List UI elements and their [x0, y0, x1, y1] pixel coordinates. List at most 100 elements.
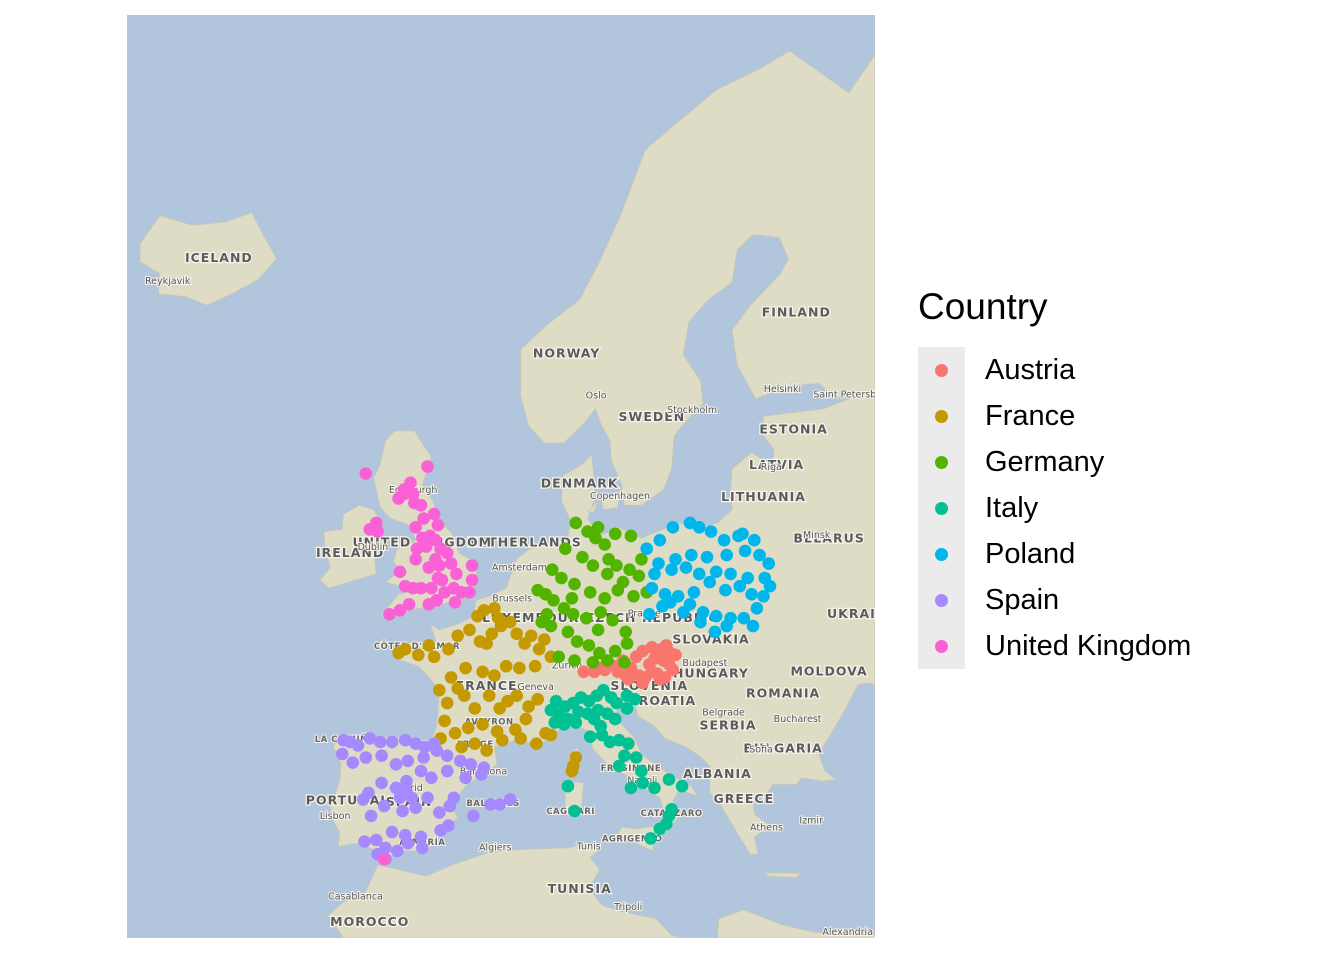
data-point[interactable] [440, 696, 454, 710]
data-point[interactable] [696, 606, 710, 619]
data-point[interactable] [645, 665, 659, 679]
data-point[interactable] [643, 608, 656, 621]
data-point[interactable] [393, 604, 407, 617]
data-point[interactable] [451, 682, 465, 695]
data-point[interactable] [532, 642, 546, 656]
data-point[interactable] [493, 798, 507, 811]
data-point[interactable] [628, 693, 642, 706]
data-point[interactable] [335, 747, 349, 761]
data-point[interactable] [568, 577, 581, 591]
data-point[interactable] [467, 809, 480, 823]
data-point[interactable] [624, 529, 638, 543]
data-point[interactable] [501, 694, 514, 708]
data-point[interactable] [431, 518, 445, 532]
data-point[interactable] [416, 841, 429, 855]
data-point[interactable] [762, 557, 775, 570]
data-point[interactable] [488, 669, 501, 682]
data-point[interactable] [580, 611, 593, 625]
data-point[interactable] [763, 579, 777, 593]
data-point[interactable] [459, 771, 472, 785]
data-point[interactable] [753, 548, 766, 562]
data-point[interactable] [741, 571, 754, 585]
data-point[interactable] [618, 656, 631, 669]
data-point[interactable] [374, 735, 387, 749]
data-point[interactable] [422, 639, 436, 652]
data-point[interactable] [602, 553, 615, 566]
data-point[interactable] [492, 611, 505, 625]
data-point[interactable] [427, 507, 441, 521]
data-point[interactable] [601, 654, 614, 667]
data-point[interactable] [644, 832, 657, 845]
data-point[interactable] [358, 835, 371, 848]
data-point[interactable] [402, 598, 416, 611]
data-point[interactable] [717, 533, 731, 547]
data-point[interactable] [444, 671, 458, 684]
data-point[interactable] [720, 619, 733, 633]
data-point[interactable] [565, 592, 579, 605]
data-point[interactable] [482, 689, 496, 702]
data-point[interactable] [393, 791, 407, 805]
data-point[interactable] [391, 844, 404, 858]
data-point[interactable] [622, 737, 635, 750]
data-point[interactable] [538, 633, 551, 646]
data-point[interactable] [435, 573, 449, 587]
data-point[interactable] [612, 759, 626, 773]
data-point[interactable] [488, 602, 501, 615]
data-point[interactable] [425, 771, 438, 785]
data-point[interactable] [737, 611, 751, 625]
data-point[interactable] [375, 776, 388, 790]
data-point[interactable] [576, 550, 589, 564]
data-point[interactable] [660, 639, 673, 652]
data-point[interactable] [451, 629, 465, 643]
data-point[interactable] [552, 650, 565, 664]
data-point[interactable] [440, 546, 454, 560]
data-point[interactable] [577, 665, 590, 679]
data-point[interactable] [645, 581, 659, 595]
data-point[interactable] [510, 689, 523, 702]
data-point[interactable] [430, 744, 444, 757]
map-panel[interactable]: ICELAND NORWAY SWEDEN FINLAND ESTONIA LATVIA L… [127, 15, 875, 938]
data-point[interactable] [608, 527, 622, 541]
data-point[interactable] [679, 561, 693, 574]
data-point[interactable] [618, 749, 631, 762]
data-point[interactable] [598, 592, 611, 605]
data-point[interactable] [503, 615, 517, 629]
data-point[interactable] [700, 550, 714, 564]
data-point[interactable] [557, 602, 571, 615]
data-point[interactable] [640, 542, 653, 555]
data-point[interactable] [733, 579, 747, 593]
data-point[interactable] [359, 467, 373, 480]
data-point[interactable] [665, 563, 678, 576]
data-point[interactable] [455, 740, 468, 754]
data-point[interactable] [389, 781, 403, 795]
data-point[interactable] [423, 529, 437, 543]
data-point[interactable] [524, 629, 538, 643]
data-point[interactable] [475, 768, 488, 781]
data-point[interactable] [593, 646, 606, 660]
data-point[interactable] [619, 669, 632, 682]
data-point[interactable] [653, 672, 667, 686]
data-point[interactable] [685, 548, 698, 562]
data-point[interactable] [666, 663, 680, 677]
data-point[interactable] [591, 521, 605, 534]
data-point[interactable] [377, 852, 391, 866]
data-point[interactable] [414, 764, 428, 778]
data-point[interactable] [346, 756, 359, 769]
data-point[interactable] [433, 806, 446, 819]
basemap[interactable]: ICELAND NORWAY SWEDEN FINLAND ESTONIA LATVIA L… [127, 15, 875, 938]
data-point[interactable] [401, 754, 415, 768]
data-point[interactable] [561, 779, 575, 793]
data-point[interactable] [465, 573, 479, 587]
data-point[interactable] [709, 609, 723, 623]
data-point[interactable] [375, 749, 388, 762]
data-point[interactable] [582, 639, 596, 652]
data-point[interactable] [648, 781, 661, 795]
data-point[interactable] [583, 586, 597, 599]
data-point[interactable] [619, 625, 632, 639]
data-point[interactable] [468, 737, 482, 750]
data-point[interactable] [566, 608, 580, 621]
data-point[interactable] [583, 730, 597, 743]
data-point[interactable] [531, 693, 544, 706]
data-point[interactable] [409, 553, 423, 566]
data-point[interactable] [433, 559, 446, 572]
